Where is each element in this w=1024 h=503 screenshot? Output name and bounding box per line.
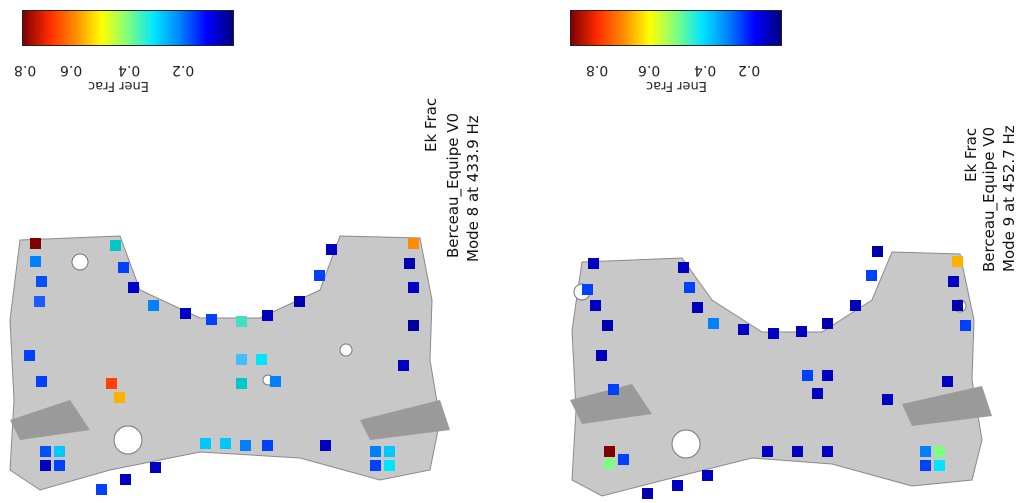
energy-cell xyxy=(148,300,159,311)
energy-cell xyxy=(96,484,107,495)
colorbar xyxy=(570,10,782,46)
energy-cell xyxy=(822,370,833,381)
energy-cell xyxy=(408,282,419,293)
energy-cell xyxy=(960,320,971,331)
energy-cell xyxy=(106,378,117,389)
energy-cell xyxy=(796,326,807,337)
energy-cell xyxy=(118,262,129,273)
energy-cell xyxy=(262,310,273,321)
energy-cell xyxy=(708,318,719,329)
energy-cell xyxy=(942,376,953,387)
energy-cell xyxy=(384,446,395,457)
energy-cell xyxy=(408,238,419,249)
energy-cell xyxy=(802,370,813,381)
energy-cell xyxy=(882,394,893,405)
energy-cell xyxy=(326,244,337,255)
energy-cell xyxy=(604,458,615,469)
energy-cell xyxy=(236,378,247,389)
energy-cell xyxy=(408,320,419,331)
subframe-part xyxy=(9,235,450,495)
energy-cell xyxy=(54,460,65,471)
energy-cell xyxy=(36,376,47,387)
energy-cell xyxy=(24,350,35,361)
energy-cell xyxy=(110,240,121,251)
energy-cell xyxy=(952,300,963,311)
energy-cells xyxy=(582,246,971,499)
energy-cell xyxy=(314,270,325,281)
energy-cell xyxy=(370,460,381,471)
energy-cell xyxy=(384,460,395,471)
energy-cell xyxy=(270,376,281,387)
energy-cell xyxy=(34,296,45,307)
energy-cell xyxy=(150,462,161,473)
energy-cell xyxy=(320,440,331,451)
energy-cell xyxy=(40,446,51,457)
energy-cell xyxy=(934,460,945,471)
energy-cell xyxy=(398,360,409,371)
energy-cell xyxy=(692,302,703,313)
energy-cell xyxy=(128,282,139,293)
energy-cell xyxy=(822,318,833,329)
energy-cell xyxy=(866,270,877,281)
energy-cell xyxy=(920,446,931,457)
energy-cell xyxy=(120,474,131,485)
energy-cell xyxy=(768,328,779,339)
subframe-part xyxy=(570,246,992,499)
energy-cell xyxy=(672,480,683,491)
energy-cell xyxy=(602,320,613,331)
energy-cell xyxy=(948,276,959,287)
energy-cell xyxy=(822,446,833,457)
energy-cell xyxy=(256,354,267,365)
energy-cell xyxy=(240,440,251,451)
energy-cell xyxy=(206,314,217,325)
energy-cell xyxy=(678,262,689,273)
energy-cell xyxy=(684,282,695,293)
energy-cell xyxy=(588,258,599,269)
energy-cell xyxy=(596,350,607,361)
energy-cells xyxy=(24,238,419,495)
energy-cell xyxy=(702,470,713,481)
energy-cell xyxy=(872,246,883,257)
energy-cell xyxy=(762,446,773,457)
energy-cell xyxy=(920,460,931,471)
energy-cell xyxy=(738,324,749,335)
energy-cell xyxy=(370,446,381,457)
colorbar xyxy=(22,10,234,46)
energy-cell xyxy=(114,392,125,403)
energy-cell xyxy=(850,300,861,311)
energy-cell xyxy=(236,316,247,327)
energy-cell xyxy=(40,460,51,471)
energy-cell xyxy=(180,308,191,319)
subframe-outline xyxy=(571,251,983,497)
energy-cell xyxy=(792,446,803,457)
energy-cell xyxy=(618,454,629,465)
energy-cell xyxy=(30,256,41,267)
panel-mode-9: 0.8 0.6 0.4 0.2 Ener Frac Ek Frac Bercea… xyxy=(512,0,1024,503)
energy-cell xyxy=(54,446,65,457)
energy-cell xyxy=(36,276,47,287)
panel-mode-8: 0.8 0.6 0.4 0.2 Ener Frac Ek Frac Bercea… xyxy=(9,10,482,495)
energy-cell xyxy=(952,256,963,267)
energy-cell xyxy=(604,446,615,457)
energy-cell xyxy=(262,440,273,451)
energy-cell xyxy=(294,296,305,307)
energy-cell xyxy=(642,488,653,499)
energy-cell xyxy=(812,388,823,399)
energy-cell xyxy=(200,438,211,449)
energy-cell xyxy=(590,300,601,311)
energy-cell xyxy=(236,354,247,365)
energy-cell xyxy=(582,284,593,295)
energy-cell xyxy=(608,384,619,395)
energy-cell xyxy=(404,258,415,269)
energy-cell xyxy=(934,446,945,457)
energy-cell xyxy=(220,438,231,449)
energy-cell xyxy=(30,238,41,249)
